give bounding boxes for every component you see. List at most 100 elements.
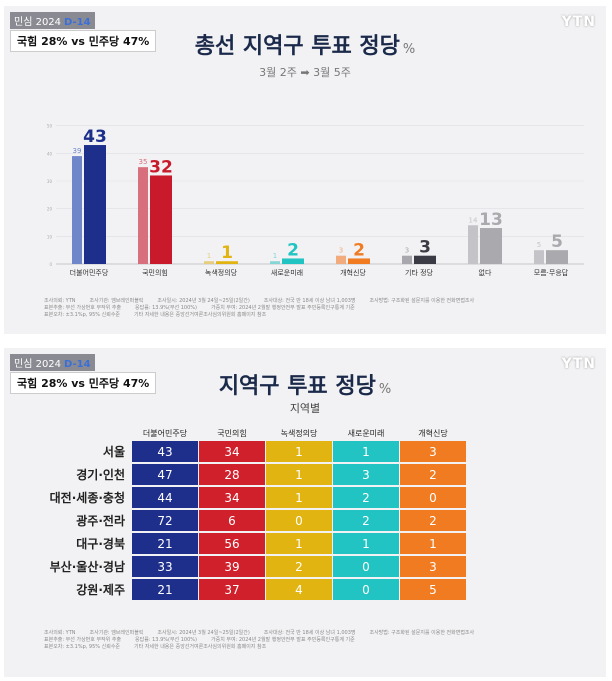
footnote-item: 기타 자세한 내용은 중앙선거여론조사심의위원회 홈페이지 참조 (134, 644, 267, 650)
value-cell: 3 (400, 441, 466, 462)
table-row: 경기·인천 47 28 1 3 2 (47, 464, 466, 485)
region-label: 부산·울산·경남 (49, 560, 125, 574)
bar-prev (336, 255, 346, 264)
data-label-prev: 1 (207, 252, 211, 260)
footnote-item: 조사기관: 엠브레인퍼블릭 (89, 298, 144, 304)
region-label: 대전·세종·충청 (49, 491, 125, 505)
headline: 국힘 28% vs 민주당 47% (10, 30, 157, 52)
headline-tag: 민심 2024 D-14 국힘 28% vs 민주당 47% (10, 352, 157, 394)
headline: 국힘 28% vs 민주당 47% (10, 372, 157, 394)
footnote-item: 조사방법: 구조화된 설문지를 이용한 전화면접조사 (369, 298, 475, 304)
footnote-item: 조사의뢰: YTN (44, 298, 76, 304)
table-row: 광주·전라 72 6 0 2 2 (47, 510, 466, 531)
table-title: 지역구 투표 정당% (218, 374, 392, 399)
footnote-item: 조사대상: 전국 만 18세 이상 남녀 1,003명 (263, 630, 356, 636)
badge-label: 민심 2024 (14, 17, 62, 28)
x-tick-label: 더불어민주당 (70, 268, 109, 277)
region-table: 더불어민주당 국민의힘 녹색정의당 새로운미래 개혁신당 서울 43 34 1 1 3 경기·인천 47… (46, 425, 467, 602)
value-cell: 56 (199, 533, 265, 554)
survey-footnote: 조사의뢰: YTN 조사기관: 엠브레인퍼블릭 조사일시: 2024년 3월 24일… (44, 298, 576, 319)
data-label-current: 43 (83, 127, 107, 147)
value-cell: 0 (266, 510, 332, 531)
value-cell: 1 (400, 533, 466, 554)
data-label-current: 5 (551, 232, 563, 252)
value-cell: 34 (199, 441, 265, 462)
value-cell: 34 (199, 487, 265, 508)
value-cell: 3 (333, 464, 399, 485)
bar-current (348, 258, 370, 264)
bar-prev (204, 261, 214, 264)
value-cell: 2 (266, 556, 332, 577)
table-row: 대전·세종·충청 44 34 1 2 0 (47, 487, 466, 508)
footnote-item: 가중치 부여: 2024년 2월말 행정안전부 발표 주민등록인구통계 기준 (211, 305, 355, 311)
value-cell: 4 (266, 579, 332, 600)
value-cell: 37 (199, 579, 265, 600)
footnote-item: 기타 자세한 내용은 중앙선거여론조사심의위원회 홈페이지 참조 (134, 312, 267, 318)
y-tick-label: 0 (49, 262, 52, 267)
footnote-item: 표본오차: ±3.1%p, 95% 신뢰수준 (44, 312, 121, 318)
footnote-item: 표본추출: 무선 가상번호 무작위 추출 (44, 637, 122, 643)
data-label-current: 2 (287, 240, 299, 260)
x-tick-label: 녹색정의당 (205, 268, 238, 277)
survey-footnote: 조사의뢰: YTN 조사기관: 엠브레인퍼블릭 조사일시: 2024년 3월 24일… (44, 630, 576, 651)
x-tick-label: 없다 (479, 268, 492, 277)
data-label-prev: 35 (139, 158, 148, 166)
column-header: 개혁신당 (418, 428, 448, 438)
value-cell: 33 (132, 556, 198, 577)
table-row: 부산·울산·경남 33 39 2 0 3 (47, 556, 466, 577)
badge-label: 민심 2024 (14, 359, 62, 370)
value-cell: 6 (199, 510, 265, 531)
column-header: 더불어민주당 (142, 428, 188, 438)
chart-subtitle: 3월 2주 ➡ 3월 5주 (259, 66, 351, 79)
table-row: 대구·경북 21 56 1 1 1 (47, 533, 466, 554)
bar-prev (468, 225, 478, 264)
data-label-prev: 3 (339, 247, 343, 255)
column-header: 녹색정의당 (280, 428, 318, 438)
table-row: 강원·제주 21 37 4 0 5 (47, 579, 466, 600)
dday-label: D-14 (64, 17, 91, 28)
bar-current (480, 228, 502, 264)
footnote-item: 조사대상: 전국 만 18세 이상 남녀 1,003명 (263, 298, 356, 304)
value-cell: 0 (333, 579, 399, 600)
data-label-prev: 5 (537, 241, 541, 249)
value-cell: 0 (333, 556, 399, 577)
value-cell: 47 (132, 464, 198, 485)
table-panel: 민심 2024 D-14 국힘 28% vs 민주당 47% YTN 지역구 투표… (4, 348, 606, 677)
value-cell: 1 (266, 487, 332, 508)
region-label: 경기·인천 (76, 468, 125, 482)
x-tick-label: 개혁신당 (340, 268, 366, 277)
ytn-logo: YTN (561, 14, 596, 30)
value-cell: 72 (132, 510, 198, 531)
value-cell: 1 (333, 533, 399, 554)
bar-prev (270, 261, 280, 264)
chart-title: 총선 지역구 투표 정당% (194, 34, 416, 59)
value-cell: 2 (333, 510, 399, 531)
bar-current (150, 175, 172, 264)
bar-current (282, 258, 304, 264)
table-subtitle: 지역별 (289, 402, 321, 415)
data-label-prev: 3 (405, 247, 409, 255)
bar-prev (534, 250, 544, 264)
region-label: 서울 (102, 445, 125, 459)
value-cell: 3 (400, 556, 466, 577)
value-cell: 1 (266, 441, 332, 462)
value-cell: 2 (333, 487, 399, 508)
value-cell: 2 (400, 464, 466, 485)
data-label-prev: 14 (469, 216, 478, 224)
region-label: 강원·제주 (76, 583, 125, 597)
data-label-prev: 39 (73, 147, 82, 155)
value-cell: 43 (132, 441, 198, 462)
value-cell: 1 (266, 464, 332, 485)
x-tick-label: 기타 정당 (405, 268, 434, 277)
y-tick-label: 40 (47, 151, 53, 156)
y-tick-label: 10 (47, 234, 53, 239)
footnote-item: 표본오차: ±3.1%p, 95% 신뢰수준 (44, 644, 121, 650)
data-label-current: 1 (221, 243, 233, 263)
value-cell: 21 (132, 579, 198, 600)
headline-tag: 민심 2024 D-14 국힘 28% vs 민주당 47% (10, 10, 157, 52)
bar-current (414, 255, 436, 264)
value-cell: 21 (132, 533, 198, 554)
footnote-item: 조사일시: 2024년 3월 24일~25일(2일간) (157, 630, 250, 636)
footnote-item: 조사의뢰: YTN (44, 630, 76, 636)
